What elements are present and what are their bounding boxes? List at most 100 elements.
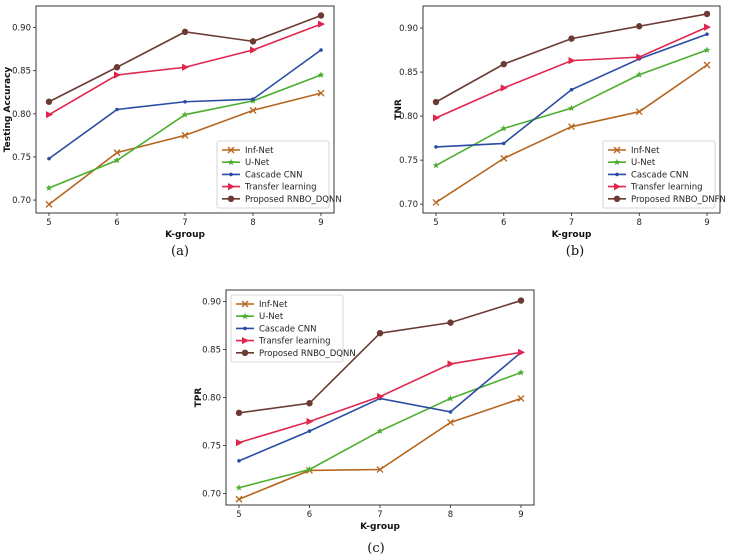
figure-caption: (c) [367, 541, 384, 556]
data-point [704, 23, 711, 31]
legend: Inf-Net U-Net Cascade CNN Transfer learning… [602, 140, 726, 209]
data-point [448, 410, 453, 414]
x-axis-label: K-group [165, 230, 205, 240]
data-point [447, 360, 455, 368]
data-point [306, 465, 313, 473]
legend-marker [227, 146, 235, 154]
legend-marker [613, 158, 621, 166]
data-point [319, 48, 323, 52]
legend-marker [241, 349, 249, 356]
x-tick-label: 8 [250, 218, 255, 228]
data-point [306, 417, 314, 426]
y-tick-label: 0.85 [399, 68, 418, 78]
legend-marker [241, 312, 249, 320]
data-point [568, 35, 575, 42]
x-tick-label: 7 [182, 218, 187, 228]
legend-label: Proposed RNBO_DNFN [631, 195, 726, 205]
data-point [181, 111, 189, 118]
data-point [500, 60, 507, 68]
data-point [249, 38, 257, 45]
data-point [434, 145, 438, 149]
data-point [703, 10, 711, 18]
x-tick-label: 6 [114, 218, 119, 228]
legend-marker [242, 337, 249, 345]
chart-1: 5 6 7 8 9 0.70 0.75 0.80 0.85 0.90 K-group TNR Inf-N… [394, 5, 726, 240]
data-point [47, 156, 51, 161]
data-point [306, 400, 313, 407]
data-point [114, 71, 121, 79]
y-axis-label: Testing Accuracy [3, 67, 13, 153]
data-point [376, 427, 384, 435]
legend-label: U-Net [245, 158, 270, 168]
data-point [568, 123, 575, 131]
legend-marker [228, 183, 235, 191]
x-tick-label: 9 [518, 510, 523, 520]
legend-label: U-Net [259, 312, 284, 322]
data-point [251, 97, 255, 101]
y-tick-label: 0.90 [12, 24, 31, 34]
figure-caption: (a) [171, 244, 189, 259]
data-point [500, 124, 508, 132]
data-point [181, 131, 189, 139]
y-axis-label: TPR [194, 388, 204, 408]
legend: Inf-Net U-Net Cascade CNN Transfer learning… [216, 140, 342, 209]
x-tick-label: 5 [236, 510, 241, 520]
data-point [307, 429, 312, 433]
legend-marker [243, 326, 247, 331]
x-axis-label: K-group [360, 522, 400, 532]
data-point [447, 394, 454, 402]
x-tick-label: 9 [704, 218, 709, 228]
y-tick-label: 0.75 [202, 441, 221, 451]
data-point [635, 71, 643, 78]
y-axis-label: TNR [394, 99, 404, 120]
y-tick-label: 0.80 [202, 394, 221, 404]
data-point [500, 84, 508, 92]
data-point [46, 111, 53, 119]
data-point [183, 99, 187, 104]
legend-label: Transfer learning [258, 337, 331, 347]
legend-marker [614, 183, 621, 191]
data-point [500, 154, 508, 162]
chart-0: 5 6 7 8 9 0.70 0.75 0.80 0.85 0.90 K-group Testing … [3, 5, 342, 240]
x-tick-label: 5 [46, 218, 51, 228]
data-point [317, 89, 325, 97]
data-point [317, 71, 325, 78]
data-point [377, 392, 384, 401]
data-point [447, 319, 454, 326]
y-tick-label: 0.90 [202, 298, 221, 308]
legend-label: Cascade CNN [631, 170, 688, 180]
y-tick-label: 0.70 [202, 489, 221, 499]
data-point [235, 484, 243, 491]
data-point [432, 198, 440, 206]
legend-marker [615, 172, 619, 177]
data-point [237, 459, 241, 463]
legend-label: Proposed RNBO_DQNN [259, 349, 356, 359]
data-point [433, 114, 440, 122]
data-point [376, 329, 384, 337]
data-point [236, 439, 243, 447]
data-point [517, 395, 525, 402]
y-tick-label: 0.80 [12, 110, 31, 120]
y-tick-label: 0.80 [399, 112, 418, 122]
data-point [235, 409, 243, 417]
y-tick-label: 0.75 [399, 156, 418, 166]
data-point [113, 156, 121, 164]
data-point [113, 149, 121, 157]
y-tick-label: 0.85 [202, 346, 221, 356]
figure-caption: (b) [566, 244, 584, 259]
data-point [568, 57, 576, 65]
data-point [113, 64, 121, 71]
legend-marker [227, 195, 235, 202]
legend-box [602, 140, 716, 209]
legend-marker [241, 300, 249, 308]
legend-label: Proposed RNBO_DQNN [245, 195, 342, 205]
data-point [518, 348, 525, 356]
series-line-0 [238, 397, 522, 500]
data-point [235, 495, 243, 503]
data-point [568, 104, 575, 112]
data-point [517, 297, 525, 304]
chart-2: 5 6 7 8 9 0.70 0.75 0.80 0.85 0.90 K-group TPR Inf-N… [194, 289, 535, 532]
data-point [182, 63, 189, 71]
data-point [636, 23, 643, 30]
